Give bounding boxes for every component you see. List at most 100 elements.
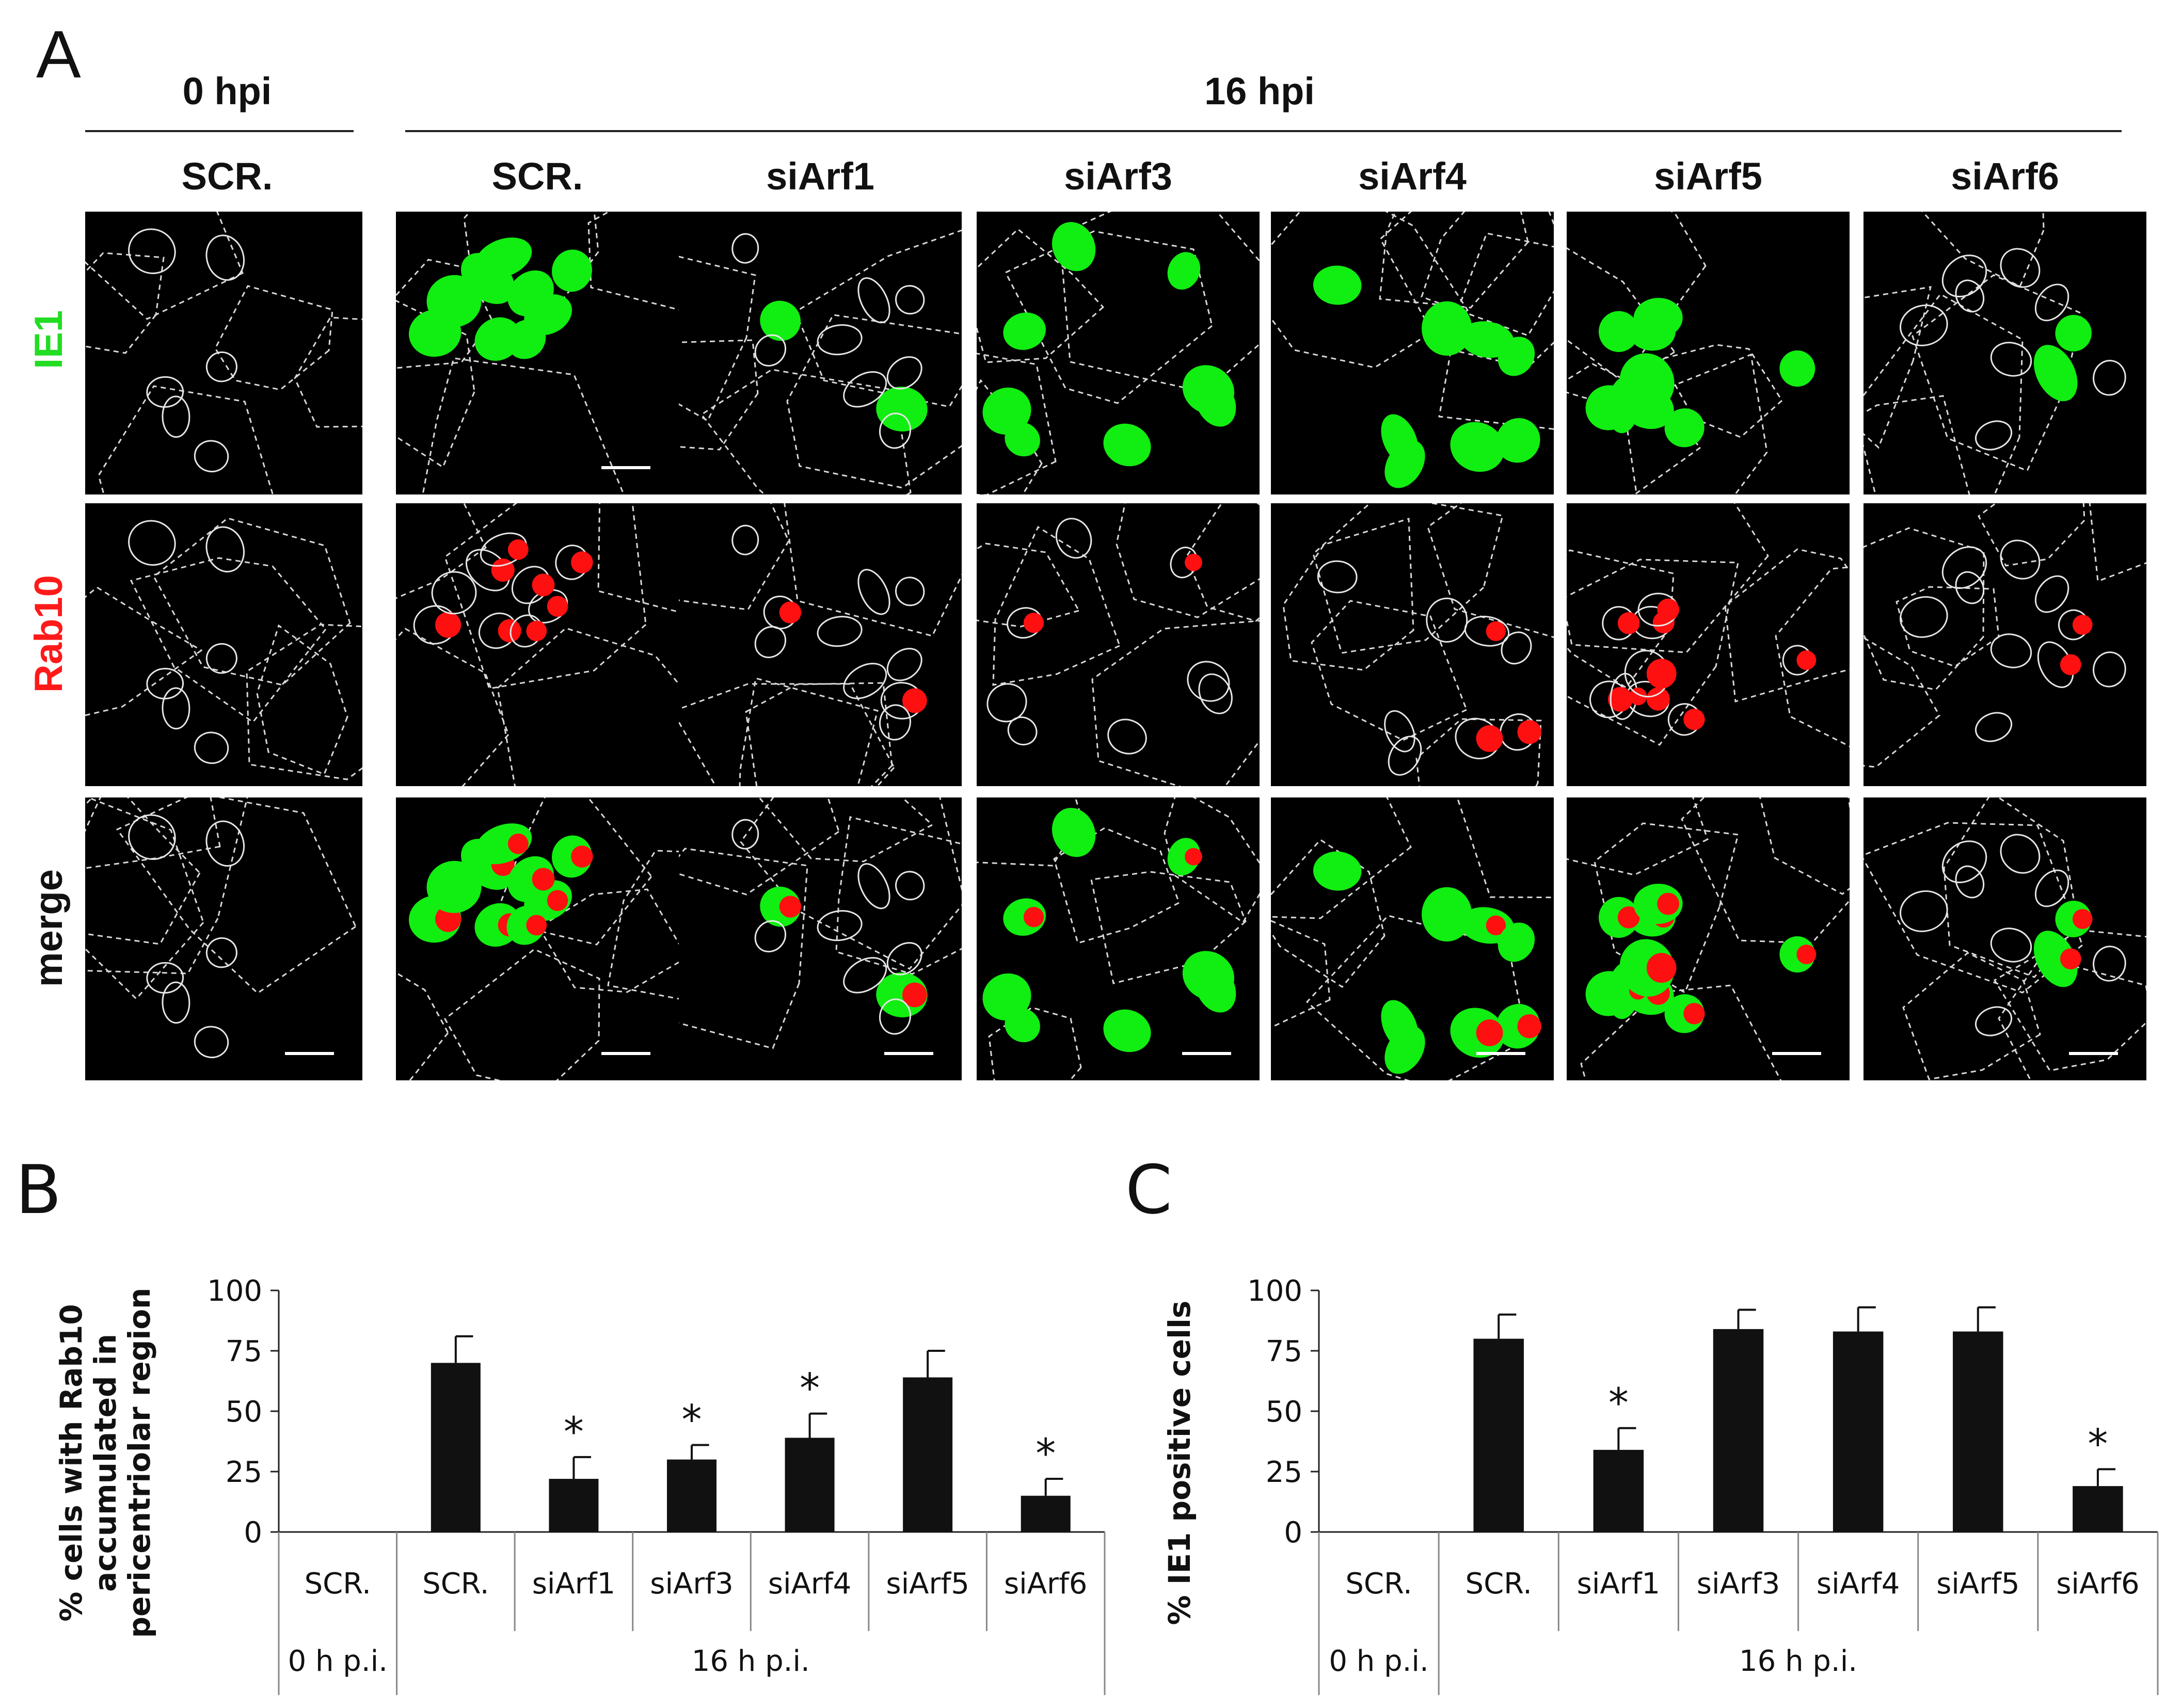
cell-outline <box>1427 503 1554 638</box>
nucleus-outline <box>857 863 890 909</box>
ie1-nucleus <box>1003 312 1046 350</box>
cell-outline <box>1567 247 1676 402</box>
micrograph-rab10-siarf6 <box>1864 503 2146 786</box>
rab10-spot <box>526 620 547 642</box>
nucleus-outline <box>1990 928 2032 963</box>
ie1-nucleus <box>552 249 592 292</box>
rab10-spot <box>1683 709 1705 730</box>
cell-outline <box>396 503 487 599</box>
cell-outline <box>1896 586 2000 667</box>
bar <box>1713 1329 1764 1532</box>
ie1-nucleus <box>1422 887 1472 942</box>
cell-outline <box>422 357 625 494</box>
micrograph-merge-scr <box>396 797 679 1080</box>
cell-outline <box>1271 920 1331 1028</box>
time-header-16hpi-rule <box>405 130 2122 132</box>
nucleus-outline <box>2000 248 2041 288</box>
nucleus-outline <box>162 395 190 438</box>
cell-outline <box>1681 797 1850 944</box>
cell-outline <box>1116 503 1260 618</box>
ie1-nucleus <box>876 386 928 432</box>
nucleus-outline <box>2034 869 2069 907</box>
y-tick-label: 50 <box>1266 1395 1302 1429</box>
rab10-spot <box>1023 906 1044 928</box>
cell-outline <box>85 212 244 320</box>
cell-outline <box>1567 558 1739 746</box>
panel-letter-c: C <box>1125 1151 1172 1229</box>
nucleus-outline <box>879 998 911 1035</box>
cell-outline <box>607 850 679 1000</box>
rab10-spot <box>779 601 802 624</box>
nucleus-outline <box>1941 254 1987 298</box>
significance-mark: * <box>1608 1380 1629 1427</box>
nucleus-outline <box>146 962 184 994</box>
nucleus-outline <box>817 910 863 941</box>
ie1-nucleus <box>2033 931 2078 987</box>
nucleus-outline <box>817 324 863 356</box>
nucleus-outline <box>1900 596 1948 638</box>
cell-outline <box>794 229 962 408</box>
cell-outline <box>1053 827 1180 944</box>
nucleus-outline <box>817 616 863 647</box>
scale-bar <box>601 466 650 469</box>
nucleus-outline <box>886 648 922 681</box>
scale-bar <box>884 1052 933 1055</box>
ie1-nucleus <box>1167 252 1201 290</box>
nucleus-outline <box>879 412 911 449</box>
cell-outline <box>679 797 840 896</box>
cell-outline <box>1998 956 2146 1080</box>
group-label: 16 h p.i. <box>692 1645 810 1678</box>
micrograph-rab10-siarf4 <box>1271 503 1554 786</box>
nucleus-outline <box>146 667 184 699</box>
cell-outline <box>1004 230 1213 404</box>
ie1-nucleus <box>426 275 482 327</box>
significance-mark: * <box>2088 1421 2108 1467</box>
nucleus-outline <box>128 520 176 566</box>
micrograph-merge-siarf6 <box>1864 797 2146 1080</box>
micrograph-ie1-siarf4 <box>1271 212 1554 494</box>
cell-outline <box>587 212 679 311</box>
y-tick-label: 50 <box>226 1395 262 1429</box>
rab10-spot <box>547 596 568 617</box>
cell-outline <box>1864 286 1932 449</box>
rab10-spot <box>498 619 521 643</box>
rab10-spot <box>1646 687 1670 711</box>
rab10-spot <box>1683 1003 1705 1025</box>
bar <box>2073 1486 2123 1532</box>
cell-outline <box>1775 566 1850 747</box>
rab10-spot <box>526 915 547 936</box>
nucleus-outline <box>731 524 759 555</box>
nucleus-outline <box>1388 736 1422 776</box>
category-label: siArf1 <box>532 1567 615 1601</box>
ie1-nucleus <box>1599 311 1639 352</box>
ie1-nucleus <box>1052 222 1096 272</box>
nucleus-outline <box>754 626 787 659</box>
rab10-spot <box>1646 659 1677 689</box>
nucleus-outline <box>1198 673 1233 714</box>
micrograph-ie1-siarf1 <box>679 212 962 494</box>
nucleus-outline <box>194 1026 229 1059</box>
nucleus-outline <box>1900 890 1948 932</box>
cell-outline <box>1311 600 1468 741</box>
cell-outline <box>1864 527 1985 691</box>
micrograph-merge-siarf3 <box>977 797 1260 1080</box>
rab10-spot <box>1657 892 1680 915</box>
cell-outline <box>537 888 679 993</box>
y-axis-title: % cells with Rab10 <box>54 1304 89 1621</box>
micrograph-ie1-scr <box>396 212 679 494</box>
micrograph-ie1-siarf3 <box>977 212 1260 494</box>
cell-outline <box>1724 548 1850 703</box>
nucleus-outline <box>1317 560 1358 594</box>
rab10-spot <box>507 539 529 560</box>
panel-letter-a: A <box>36 17 81 92</box>
nucleus-outline <box>2093 946 2126 982</box>
bar <box>785 1438 835 1532</box>
rab10-spot <box>532 868 555 891</box>
category-label: siArf5 <box>886 1567 969 1601</box>
ie1-nucleus <box>507 270 554 316</box>
cell-outline <box>1864 395 1970 494</box>
rab10-spot <box>1517 1014 1541 1039</box>
nucleus-outline <box>2034 283 2069 322</box>
ie1-nucleus <box>1619 353 1675 411</box>
nucleus-outline <box>843 957 887 994</box>
